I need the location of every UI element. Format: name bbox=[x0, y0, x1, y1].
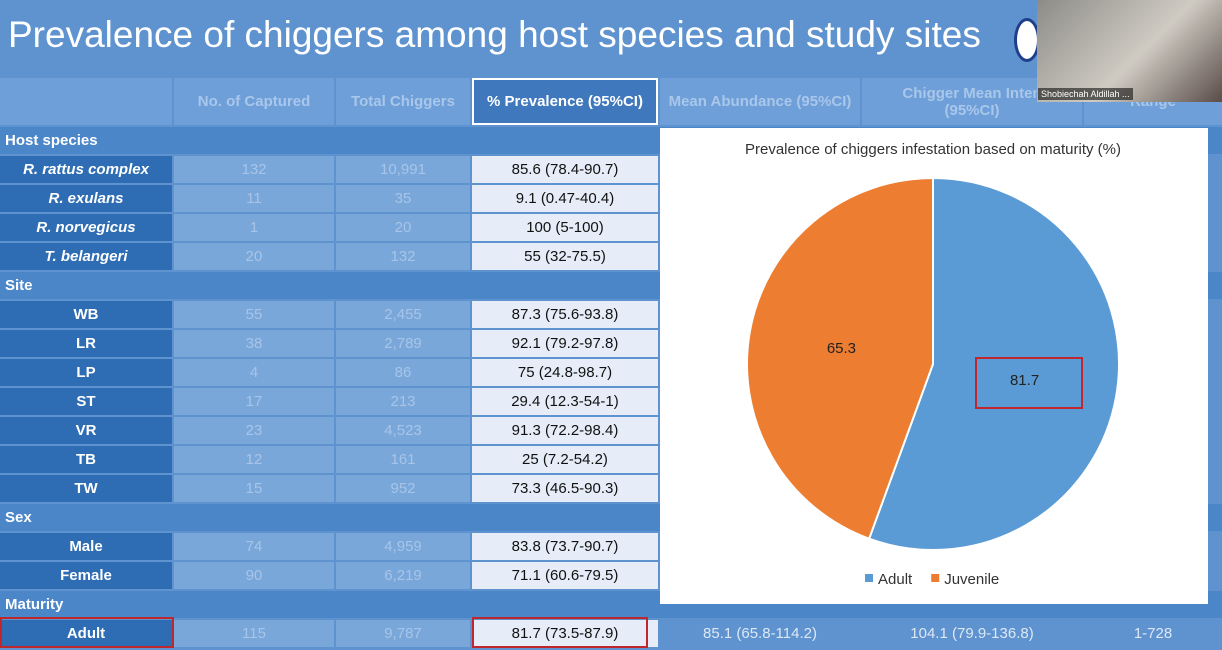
legend-swatch bbox=[865, 574, 873, 582]
table-cell: TB bbox=[0, 446, 172, 473]
header-cell: % Prevalence (95%CI) bbox=[472, 78, 658, 125]
table-cell: WB bbox=[0, 301, 172, 328]
legend-label: Adult bbox=[878, 571, 913, 588]
header-text: Chigger Mean Inten bbox=[902, 84, 1042, 102]
table-cell: R. exulans bbox=[0, 185, 172, 212]
chart-title: Prevalence of chiggers infestation based… bbox=[745, 141, 1121, 158]
table-cell: 85.1 (65.8-114.2) bbox=[703, 625, 817, 642]
webcam-name: Shobiechah Aldillah ... bbox=[1038, 88, 1133, 100]
table-cell: 25 (7.2-54.2) bbox=[472, 446, 658, 473]
table-cell: TW bbox=[0, 475, 172, 502]
table-cell: 213 bbox=[336, 388, 470, 415]
table-cell: Male bbox=[0, 533, 172, 560]
table-cell: 10,991 bbox=[336, 156, 470, 183]
table-cell: 4,959 bbox=[336, 533, 470, 560]
table-cell: 87.3 (75.6-93.8) bbox=[472, 301, 658, 328]
table-cell: LR bbox=[0, 330, 172, 357]
data-label: 81.7 bbox=[1010, 372, 1039, 389]
table-cell: 6,219 bbox=[336, 562, 470, 589]
table-cell: 9.1 (0.47-40.4) bbox=[472, 185, 658, 212]
table-cell: 4,523 bbox=[336, 417, 470, 444]
table-cell: 1-728 bbox=[1133, 625, 1173, 642]
table-cell: 15 bbox=[174, 475, 334, 502]
table-cell: 11 bbox=[174, 185, 334, 212]
table-cell: VR bbox=[0, 417, 172, 444]
table-cell: 952 bbox=[336, 475, 470, 502]
legend-swatch bbox=[931, 574, 940, 582]
table-cell: 71.1 (60.6-79.5) bbox=[472, 562, 658, 589]
table-cell: 29.4 (12.3-54-1) bbox=[472, 388, 658, 415]
table-cell: 86 bbox=[336, 359, 470, 386]
table-cell: R. rattus complex bbox=[0, 156, 172, 183]
webcam: Shobiechah Aldillah ... bbox=[1037, 0, 1222, 102]
table-cell: 85.6 (78.4-90.7) bbox=[472, 156, 658, 183]
table-cell: 38 bbox=[174, 330, 334, 357]
table-cell: 1 bbox=[174, 214, 334, 241]
table-cell: 100 (5-100) bbox=[472, 214, 658, 241]
header-cell: Mean Abundance (95%CI) bbox=[660, 78, 860, 125]
table-cell: 115 bbox=[174, 620, 334, 647]
table-cell: 4 bbox=[174, 359, 334, 386]
header-cell: No. of Captured bbox=[174, 78, 334, 125]
table-cell: 81.7 (73.5-87.9) bbox=[472, 620, 658, 647]
table-cell: R. norvegicus bbox=[0, 214, 172, 241]
pie-slice bbox=[746, 176, 934, 540]
table-cell: 73.3 (46.5-90.3) bbox=[472, 475, 658, 502]
table-cell: 104.1 (79.9-136.8) bbox=[910, 625, 1034, 642]
table-cell: Adult bbox=[0, 620, 172, 647]
highlight-box bbox=[0, 617, 174, 648]
table-cell: 20 bbox=[174, 243, 334, 270]
table-cell: 20 bbox=[336, 214, 470, 241]
header-cell bbox=[0, 78, 172, 125]
table-cell: LP bbox=[0, 359, 172, 386]
pie-slice bbox=[867, 176, 1120, 551]
table-cell: 75 (24.8-98.7) bbox=[472, 359, 658, 386]
table-cell: 23 bbox=[174, 417, 334, 444]
table-cell: 2,789 bbox=[336, 330, 470, 357]
table-cell: 55 (32-75.5) bbox=[472, 243, 658, 270]
highlight-box bbox=[472, 617, 648, 648]
table-cell: 91.3 (72.2-98.4) bbox=[472, 417, 658, 444]
table-cell: 132 bbox=[336, 243, 470, 270]
table-cell: 2,455 bbox=[336, 301, 470, 328]
table-cell: Female bbox=[0, 562, 172, 589]
table-cell: 55 bbox=[174, 301, 334, 328]
table-cell: 35 bbox=[336, 185, 470, 212]
header-text: (95%CI) bbox=[944, 101, 1000, 119]
pie-chart: Prevalence of chiggers infestation based… bbox=[660, 128, 1208, 604]
table-cell: 161 bbox=[336, 446, 470, 473]
slide-title: Prevalence of chiggers among host specie… bbox=[8, 14, 981, 55]
table-cell: 83.8 (73.7-90.7) bbox=[472, 533, 658, 560]
table-cell: 90 bbox=[174, 562, 334, 589]
highlight-box bbox=[975, 357, 1083, 409]
table-cell: 12 bbox=[174, 446, 334, 473]
table-cell: 74 bbox=[174, 533, 334, 560]
legend-label: Juvenile bbox=[944, 571, 999, 588]
table-cell: 9,787 bbox=[336, 620, 470, 647]
table-cell: ST bbox=[0, 388, 172, 415]
table-cell: T. belangeri bbox=[0, 243, 172, 270]
table-cell: 17 bbox=[174, 388, 334, 415]
data-label: 65.3 bbox=[827, 340, 856, 357]
header-cell: Total Chiggers bbox=[336, 78, 470, 125]
table-cell: 92.1 (79.2-97.8) bbox=[472, 330, 658, 357]
table-cell: 132 bbox=[174, 156, 334, 183]
